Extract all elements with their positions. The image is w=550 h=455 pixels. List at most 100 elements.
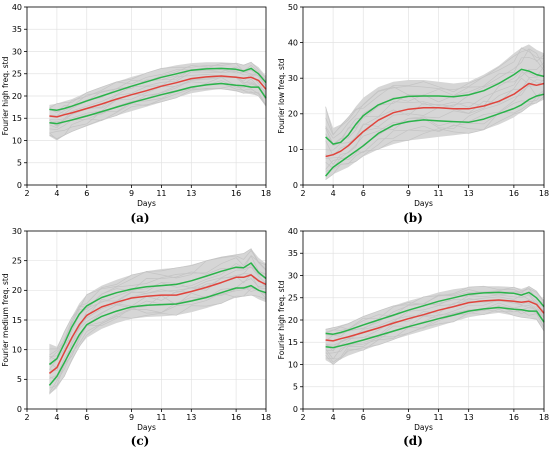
panel-label-b: (b) bbox=[403, 211, 423, 225]
individual-trace bbox=[325, 285, 545, 330]
x-tick-label: 9 bbox=[406, 189, 411, 198]
individual-trace bbox=[49, 248, 267, 350]
series-line-upper bbox=[325, 68, 545, 145]
individual-trace bbox=[325, 96, 545, 172]
x-tick-label: 4 bbox=[54, 413, 59, 422]
panel-label-c: (c) bbox=[130, 434, 150, 448]
y-tick-label: 40 bbox=[288, 227, 298, 236]
y-tick-label: 0 bbox=[17, 181, 22, 190]
x-tick-label: 18 bbox=[539, 413, 549, 422]
x-tick-label: 11 bbox=[433, 189, 443, 198]
series-line-lower bbox=[325, 93, 545, 177]
y-tick-label: 10 bbox=[12, 136, 22, 145]
x-tick-label: 6 bbox=[84, 189, 89, 198]
x-tick-label: 11 bbox=[433, 413, 443, 422]
y-tick-label: 20 bbox=[288, 316, 298, 325]
series-line-lower bbox=[325, 306, 545, 349]
individual-trace bbox=[325, 286, 545, 334]
y-tick-label: 35 bbox=[12, 25, 22, 34]
x-tick-label: 4 bbox=[54, 189, 59, 198]
x-tick-label: 9 bbox=[406, 413, 411, 422]
y-tick-label: 20 bbox=[288, 110, 298, 119]
individual-trace bbox=[49, 76, 267, 127]
x-tick-label: 6 bbox=[361, 189, 366, 198]
y-tick-label: 25 bbox=[12, 256, 22, 265]
x-tick-label: 18 bbox=[261, 189, 271, 198]
y-tick-label: 30 bbox=[12, 227, 22, 236]
x-tick-label: 16 bbox=[231, 413, 241, 422]
y-tick-label: 35 bbox=[288, 249, 298, 258]
individual-trace bbox=[325, 79, 545, 166]
individual-trace bbox=[325, 308, 545, 360]
trace-band bbox=[325, 286, 544, 365]
series-line-mean bbox=[48, 274, 267, 374]
x-tick-label: 2 bbox=[24, 189, 29, 198]
y-tick-label: 20 bbox=[12, 92, 22, 101]
x-axis-label: Days bbox=[137, 423, 156, 432]
x-tick-label: 13 bbox=[464, 189, 474, 198]
y-tick-label: 0 bbox=[293, 181, 298, 190]
series-line-mean bbox=[325, 299, 545, 342]
y-tick-label: 15 bbox=[12, 114, 22, 123]
x-tick-label: 16 bbox=[509, 189, 519, 198]
y-tick-label: 40 bbox=[288, 38, 298, 47]
x-tick-label: 6 bbox=[361, 413, 366, 422]
y-tick-label: 0 bbox=[293, 405, 298, 414]
individual-trace bbox=[49, 71, 267, 121]
individual-trace bbox=[49, 66, 267, 114]
individual-trace bbox=[325, 48, 545, 139]
y-tick-label: 40 bbox=[12, 3, 22, 12]
x-tick-label: 16 bbox=[509, 413, 519, 422]
individual-trace bbox=[325, 65, 545, 145]
individual-trace bbox=[49, 82, 267, 134]
y-tick-label: 10 bbox=[288, 145, 298, 154]
x-tick-label: 2 bbox=[24, 413, 29, 422]
individual-trace bbox=[325, 84, 545, 170]
y-axis-label: Fourier low freq. std bbox=[277, 58, 286, 133]
individual-trace bbox=[325, 299, 545, 352]
individual-trace bbox=[325, 57, 545, 146]
y-tick-label: 30 bbox=[288, 271, 298, 280]
individual-trace bbox=[325, 308, 545, 365]
chart-panel-b: 0 10 20 30 40 50 2 4 6 9 11 13 16 18 Days Fourier low f… bbox=[277, 3, 549, 208]
trace-band bbox=[325, 44, 544, 180]
individual-trace bbox=[49, 255, 267, 357]
y-tick-label: 20 bbox=[12, 286, 22, 295]
individual-trace bbox=[325, 47, 545, 135]
series-line-upper bbox=[325, 291, 545, 335]
y-tick-label: 25 bbox=[288, 294, 298, 303]
x-tick-label: 13 bbox=[186, 189, 196, 198]
x-tick-label: 4 bbox=[331, 189, 336, 198]
y-tick-label: 15 bbox=[288, 338, 298, 347]
individual-trace bbox=[49, 286, 267, 387]
y-axis-label: Fourier high freq. std bbox=[1, 56, 10, 135]
y-tick-label: 30 bbox=[12, 47, 22, 56]
series-line-mean bbox=[49, 75, 267, 118]
x-tick-label: 11 bbox=[156, 413, 166, 422]
series-line-upper bbox=[48, 262, 267, 366]
y-axis-label: Fourier medium freq. std bbox=[1, 273, 10, 366]
y-tick-label: 50 bbox=[288, 3, 298, 12]
chart-panel-c: 0 5 10 15 20 25 30 2 4 6 9 11 13 16 18 Days Fourier medi… bbox=[1, 227, 271, 432]
x-tick-label: 18 bbox=[539, 189, 549, 198]
x-tick-label: 2 bbox=[300, 413, 305, 422]
y-tick-label: 15 bbox=[12, 316, 22, 325]
x-tick-label: 13 bbox=[186, 413, 196, 422]
plot-frame bbox=[302, 6, 545, 186]
x-tick-label: 9 bbox=[129, 189, 134, 198]
x-tick-label: 18 bbox=[261, 413, 271, 422]
y-tick-label: 25 bbox=[12, 70, 22, 79]
x-tick-label: 11 bbox=[156, 189, 166, 198]
chart-panel-a: 0 5 10 15 20 25 30 35 40 2 4 6 9 11 13 16 18 Days Fourier … bbox=[1, 3, 271, 208]
series-line-lower bbox=[48, 284, 267, 386]
individual-trace bbox=[325, 49, 545, 136]
individual-trace bbox=[49, 88, 267, 139]
x-axis-label: Days bbox=[414, 423, 433, 432]
x-axis-label: Days bbox=[414, 199, 433, 208]
x-tick-label: 4 bbox=[331, 413, 336, 422]
individual-trace bbox=[49, 273, 267, 379]
series-line-lower bbox=[49, 82, 267, 125]
y-tick-label: 5 bbox=[293, 383, 298, 392]
x-axis-label: Days bbox=[137, 199, 156, 208]
